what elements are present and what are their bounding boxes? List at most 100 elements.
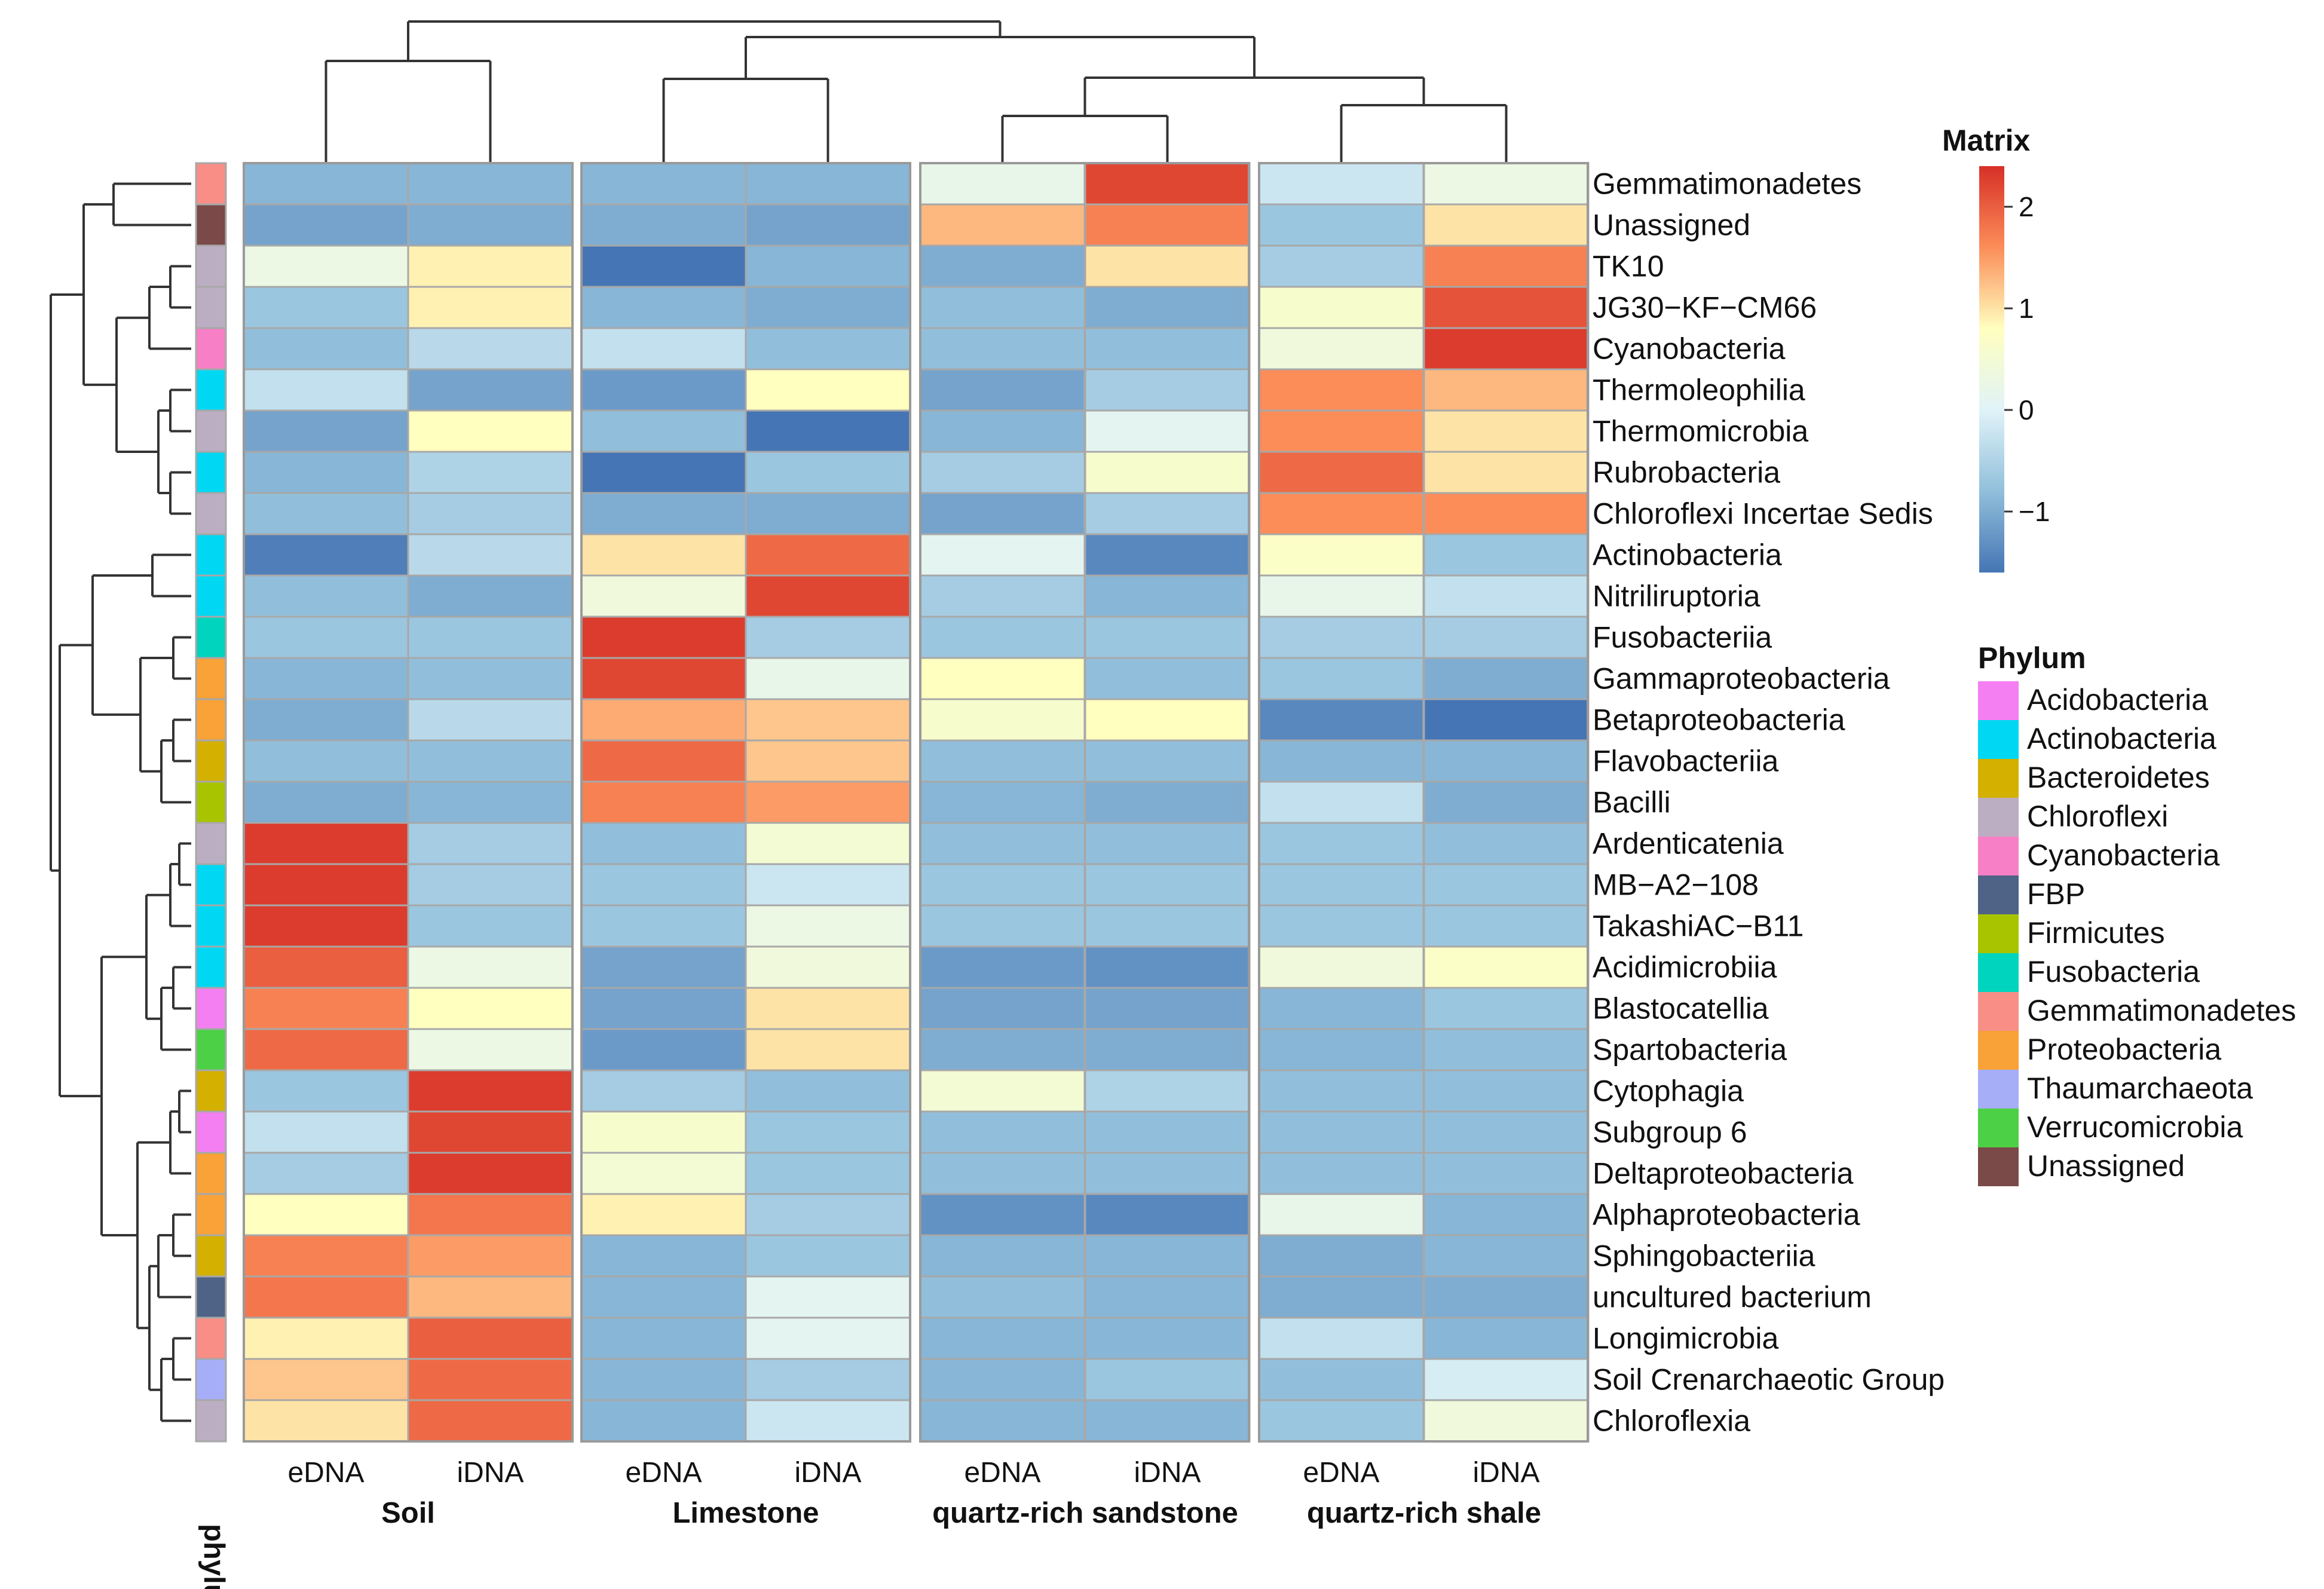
heatmap-cell [1258,1028,1425,1071]
heatmap-cell [1423,616,1590,659]
heatmap-cell [745,780,911,824]
phylum-annotation-cell [195,1069,227,1113]
heatmap-cell [919,286,1086,329]
heatmap-cell [745,1110,911,1154]
heatmap-cell [243,863,409,907]
row-label: Blastocatellia [1593,992,1769,1025]
phylum-annotation-cell [195,1152,227,1195]
heatmap-cell [1258,945,1425,989]
heatmap-cell [407,780,574,824]
heatmap-cell [745,368,911,412]
heatmap-cell [243,1110,409,1154]
heatmap-cell [919,244,1086,288]
legend-label: Gemmatimonadetes [2027,994,2296,1027]
heatmap-cell [1258,1275,1425,1319]
heatmap-cell [919,533,1086,577]
heatmap-cell [1084,286,1251,329]
legend-swatch [1978,759,2019,798]
heatmap-cell [1084,492,1251,535]
column-dendrogram [324,20,1508,163]
heatmap-cell [919,409,1086,453]
heatmap-cell [1084,1069,1251,1113]
row-label: JG30−KF−CM66 [1593,291,1817,324]
heatmap-cell [1084,945,1251,989]
heatmap-cell [1423,451,1590,494]
heatmap-cell [1084,1028,1251,1071]
row-label: Unassigned [1593,209,1750,242]
heatmap-cell [1258,162,1425,206]
phylum-annotation-cell [195,533,227,577]
phylum-annotation-cell [195,904,227,948]
heatmap-cell [1423,904,1590,948]
heatmap-cell [1423,1399,1590,1443]
row-label: uncultured bacterium [1593,1281,1872,1314]
heatmap-cell [745,286,911,329]
phylum-annotation-cell [195,1193,227,1236]
heatmap-cell [407,698,574,742]
row-label: Gemmatimonadetes [1593,167,1861,201]
legend-label: FBP [2027,877,2085,911]
heatmap-cell [919,987,1086,1030]
phylum-annotation-cell [195,1358,227,1401]
colorbar: Matrix 2 1 0 −1 [1942,124,2050,572]
heatmap-cell [745,1028,911,1071]
heatmap-cell [243,822,409,865]
group-outline [243,162,574,1443]
column-group-label: Limestone [672,1497,819,1529]
heatmap-cell [919,1193,1086,1236]
phylum-annotation-cell [195,616,227,659]
heatmap-cell [919,945,1086,989]
heatmap-cell [243,945,409,989]
heatmap-cell [1258,203,1425,247]
heatmap-cell [1423,698,1590,742]
heatmap-cell [745,1316,911,1360]
heatmap-cell [745,1234,911,1278]
heatmap-cell [1258,1069,1425,1113]
column-label: eDNA [625,1457,702,1489]
heatmap-cell [580,1028,747,1071]
heatmap-cell [407,822,574,865]
heatmap-cell [745,698,911,742]
heatmap-cell [745,1152,911,1195]
heatmap-cell [745,451,911,494]
heatmap-cell [1258,1316,1425,1360]
heatmap-cell [243,657,409,700]
heatmap-cell [407,863,574,907]
heatmap-cell [1084,533,1251,577]
heatmap-cell [1258,863,1425,907]
heatmap-cell [407,1358,574,1401]
heatmap-cell [745,244,911,288]
heatmap-cell [1258,1110,1425,1154]
heatmap-cell [1258,409,1425,453]
phylum-annotation-cell [195,492,227,535]
heatmap-cell [1258,698,1425,742]
heatmap-cell [919,162,1086,206]
heatmap-cell [1084,203,1251,247]
heatmap-cell [1258,492,1425,535]
phylum-annotation-cell [195,739,227,783]
heatmap-cell [243,286,409,329]
row-label: Fusobacteriia [1593,621,1772,654]
phylum-annotation-cell [195,987,227,1030]
heatmap-cell [1258,244,1425,288]
heatmap-cell [919,1275,1086,1319]
heatmap-cell [1258,1152,1425,1195]
phylum-annotation-cell [195,368,227,412]
heatmap-cell [1258,286,1425,329]
row-label: TakashiAC−B11 [1593,910,1804,943]
heatmap-cell [580,409,747,453]
heatmap-cell [919,1110,1086,1154]
heatmap-cell [243,1399,409,1443]
heatmap-cell [243,162,409,206]
heatmap-cell [745,904,911,948]
heatmap-cell [1084,616,1251,659]
heatmap-cell [745,1275,911,1319]
heatmap-cell [1423,1110,1590,1154]
column-group-label: Soil [381,1497,435,1529]
heatmap-cell [407,286,574,329]
column-group-labels: Soil Limestone quartz-rich sandstone quartz… [381,1497,1541,1529]
heatmap-cell [1258,739,1425,783]
heatmap-cell [407,451,574,494]
phylum-annotation-cell [195,863,227,907]
heatmap-cell [1084,244,1251,288]
